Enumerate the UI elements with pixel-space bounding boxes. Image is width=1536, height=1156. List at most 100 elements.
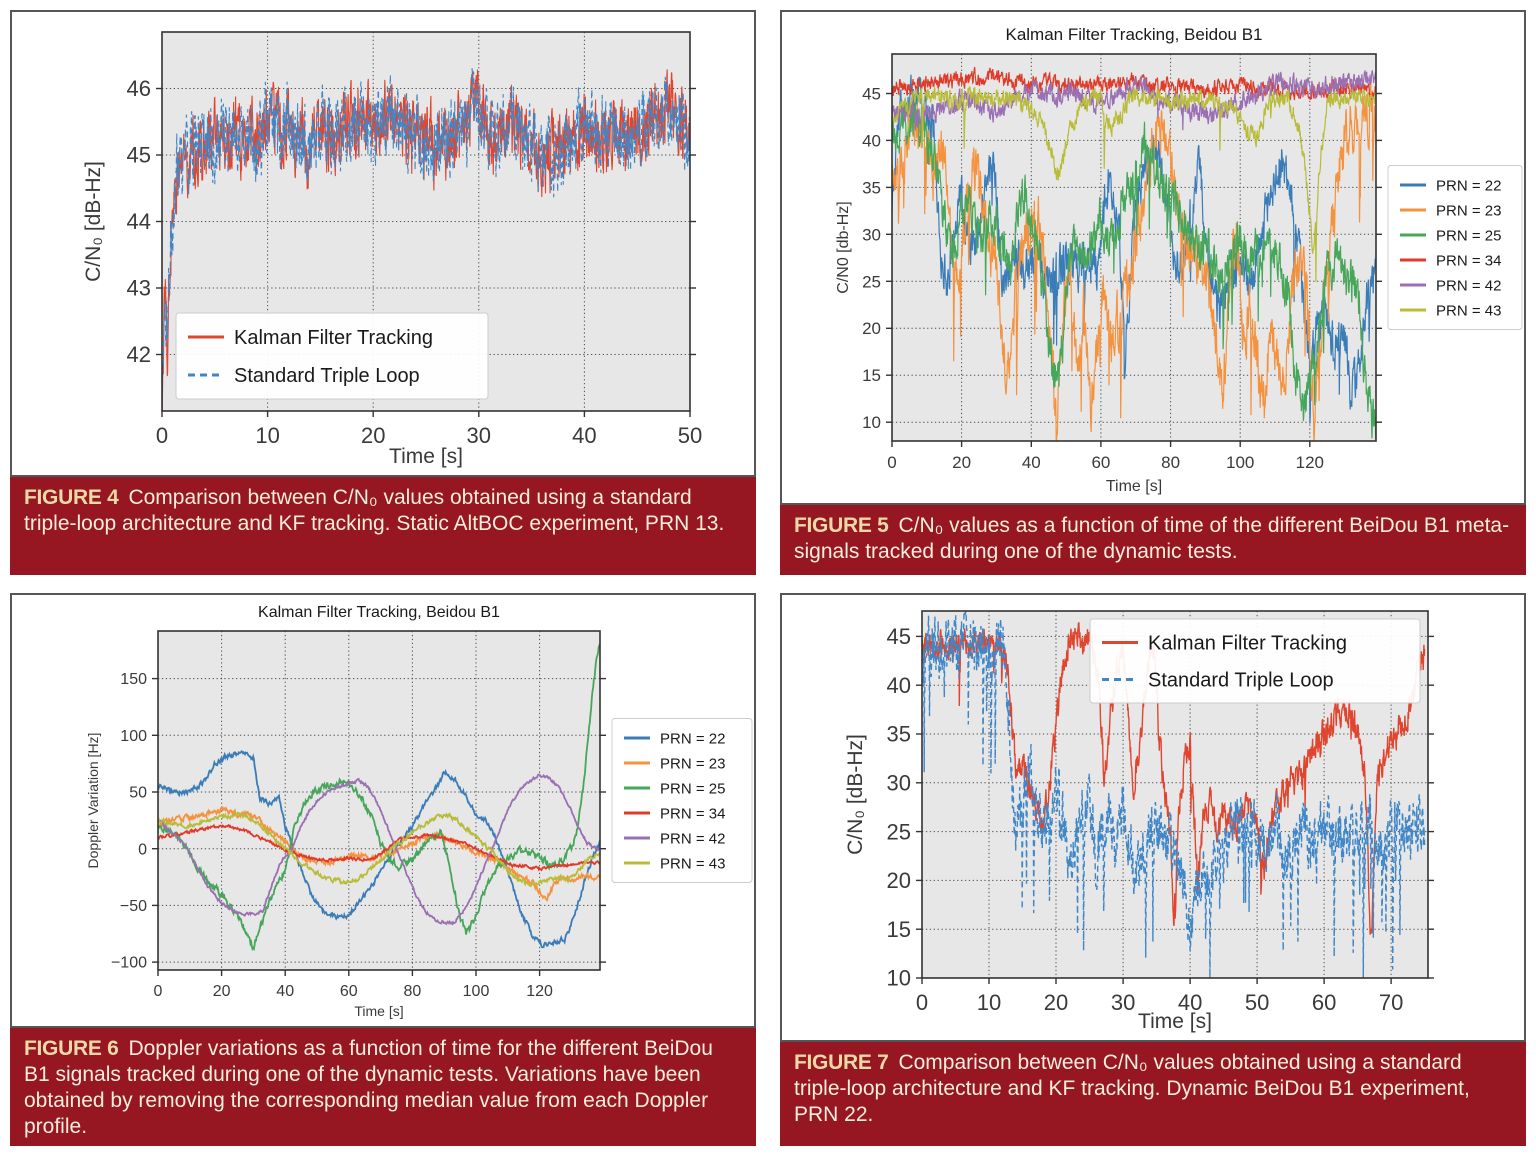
svg-text:Kalman Filter Tracking, Beidou: Kalman Filter Tracking, Beidou B1 (258, 604, 500, 621)
svg-text:PRN = 25: PRN = 25 (660, 780, 725, 797)
svg-text:15: 15 (862, 366, 881, 385)
svg-text:Time [s]: Time [s] (1106, 478, 1162, 495)
svg-text:PRN = 22: PRN = 22 (1436, 177, 1501, 194)
svg-text:PRN = 43: PRN = 43 (660, 855, 725, 872)
figure6-caption-text: Doppler variations as a function of time… (24, 1036, 713, 1138)
svg-text:PRN = 23: PRN = 23 (1436, 202, 1501, 219)
figure5-caption: FIGURE 5 C/N₀ values as a function of tim… (780, 505, 1526, 575)
svg-text:PRN = 42: PRN = 42 (1436, 277, 1501, 294)
svg-text:40: 40 (572, 423, 596, 448)
svg-text:25: 25 (862, 272, 881, 291)
figure7-caption-text: Comparison between C/N₀ values obtained … (794, 1051, 1470, 1127)
svg-text:Time [s]: Time [s] (354, 1003, 403, 1019)
svg-text:20: 20 (1044, 990, 1068, 1015)
svg-text:PRN = 22: PRN = 22 (660, 730, 725, 747)
svg-text:0: 0 (156, 423, 168, 448)
svg-text:0: 0 (138, 841, 147, 858)
figure4-chart: 0 10 20 30 40 50 42 43 44 45 46 Time [s] C/N₀ [dB-Hz… (12, 12, 754, 475)
svg-text:10: 10 (887, 966, 911, 991)
svg-text:10: 10 (977, 990, 1001, 1015)
svg-text:C/N₀ [dB-Hz]: C/N₀ [dB-Hz] (844, 734, 867, 855)
svg-text:Time [s]: Time [s] (1138, 1010, 1212, 1033)
figure4-chart-box: 0 10 20 30 40 50 42 43 44 45 46 Time [s] C/N₀ [dB-Hz… (10, 10, 756, 477)
figure4-label: FIGURE 4 (24, 486, 119, 509)
svg-text:25: 25 (887, 819, 911, 844)
svg-text:150: 150 (120, 671, 147, 688)
svg-text:50: 50 (129, 785, 147, 802)
figure6-label: FIGURE 6 (24, 1036, 119, 1060)
svg-text:35: 35 (862, 178, 881, 197)
svg-text:−100: −100 (111, 955, 147, 972)
svg-text:Kalman Filter Tracking: Kalman Filter Tracking (234, 327, 433, 349)
svg-text:100: 100 (463, 983, 490, 1000)
svg-text:30: 30 (887, 771, 911, 796)
figure7-chart-box: 0 10 20 30 40 50 60 70 10 15 20 25 30 35 40 45 Time [s] C… (780, 593, 1526, 1042)
svg-text:70: 70 (1379, 990, 1403, 1015)
svg-text:30: 30 (862, 225, 881, 244)
svg-text:45: 45 (887, 624, 911, 649)
svg-text:10: 10 (255, 423, 279, 448)
svg-text:Kalman Filter Tracking, Beidou: Kalman Filter Tracking, Beidou B1 (1005, 25, 1262, 44)
svg-text:120: 120 (1296, 453, 1324, 472)
svg-text:100: 100 (1226, 453, 1254, 472)
svg-text:Time [s]: Time [s] (389, 445, 463, 468)
svg-text:46: 46 (127, 76, 151, 101)
figure4-caption-text: Comparison between C/N₀ values obtained … (24, 486, 725, 536)
svg-text:Standard Triple Loop: Standard Triple Loop (234, 365, 420, 387)
svg-text:20: 20 (952, 453, 971, 472)
figure7-panel: 0 10 20 30 40 50 60 70 10 15 20 25 30 35 40 45 Time [s] C… (780, 593, 1526, 1146)
svg-text:100: 100 (120, 728, 147, 745)
svg-text:PRN = 34: PRN = 34 (660, 805, 725, 822)
figure6-caption: FIGURE 6 Doppler variations as a function… (10, 1027, 756, 1146)
svg-text:60: 60 (340, 983, 358, 1000)
svg-text:40: 40 (887, 673, 911, 698)
svg-text:120: 120 (526, 983, 553, 1000)
figure4-panel: 0 10 20 30 40 50 42 43 44 45 46 Time [s] C/N₀ [dB-Hz… (10, 10, 756, 575)
figure5-chart-box: 0 20 40 60 80 100 120 10 15 20 25 30 35 40 45 Kalman Fi… (780, 10, 1526, 505)
figure5-label: FIGURE 5 (794, 514, 889, 537)
figure5-panel: 0 20 40 60 80 100 120 10 15 20 25 30 35 40 45 Kalman Fi… (780, 10, 1526, 575)
svg-text:35: 35 (887, 722, 911, 747)
svg-text:43: 43 (127, 276, 151, 301)
svg-text:30: 30 (1111, 990, 1135, 1015)
figure4-caption: FIGURE 4 Comparison between C/N₀ values o… (10, 477, 756, 575)
svg-text:PRN = 34: PRN = 34 (1436, 252, 1501, 269)
svg-text:40: 40 (276, 983, 294, 1000)
figure7-chart: 0 10 20 30 40 50 60 70 10 15 20 25 30 35 40 45 Time [s] C… (782, 595, 1524, 1040)
svg-text:−50: −50 (120, 898, 147, 915)
figure6-chart-box: 0 20 40 60 80 100 120 −100 −50 0 50 100 150 Kalman Fi… (10, 593, 756, 1028)
svg-text:50: 50 (678, 423, 702, 448)
svg-text:60: 60 (1091, 453, 1110, 472)
svg-text:15: 15 (887, 917, 911, 942)
figure6-panel: 0 20 40 60 80 100 120 −100 −50 0 50 100 150 Kalman Fi… (10, 593, 756, 1146)
svg-text:Kalman Filter Tracking: Kalman Filter Tracking (1148, 633, 1347, 655)
svg-text:C/N0 [db-Hz]: C/N0 [db-Hz] (835, 201, 852, 293)
svg-text:40: 40 (862, 131, 881, 150)
svg-text:C/N₀ [dB-Hz]: C/N₀ [dB-Hz] (82, 161, 105, 282)
svg-text:20: 20 (213, 983, 231, 1000)
svg-text:0: 0 (916, 990, 928, 1015)
svg-text:0: 0 (154, 983, 163, 1000)
svg-text:20: 20 (887, 868, 911, 893)
figure7-caption: FIGURE 7 Comparison between C/N₀ values o… (780, 1042, 1526, 1146)
svg-text:20: 20 (361, 423, 385, 448)
svg-text:Doppler Variation [Hz]: Doppler Variation [Hz] (85, 733, 101, 869)
svg-text:60: 60 (1312, 990, 1336, 1015)
svg-text:42: 42 (127, 342, 151, 367)
svg-text:30: 30 (467, 423, 491, 448)
svg-text:PRN = 25: PRN = 25 (1436, 227, 1501, 244)
figure6-chart: 0 20 40 60 80 100 120 −100 −50 0 50 100 150 Kalman Fi… (12, 595, 754, 1026)
figure5-chart: 0 20 40 60 80 100 120 10 15 20 25 30 35 40 45 Kalman Fi… (782, 12, 1524, 503)
svg-text:80: 80 (404, 983, 422, 1000)
svg-text:50: 50 (1245, 990, 1269, 1015)
figure5-caption-text: C/N₀ values as a function of time of the… (794, 514, 1510, 564)
svg-text:80: 80 (1161, 453, 1180, 472)
svg-text:10: 10 (862, 413, 881, 432)
svg-text:PRN = 43: PRN = 43 (1436, 302, 1501, 319)
svg-text:40: 40 (1022, 453, 1041, 472)
svg-text:44: 44 (127, 209, 151, 234)
svg-text:20: 20 (862, 319, 881, 338)
svg-text:Standard Triple Loop: Standard Triple Loop (1148, 670, 1334, 692)
svg-text:PRN = 23: PRN = 23 (660, 755, 725, 772)
